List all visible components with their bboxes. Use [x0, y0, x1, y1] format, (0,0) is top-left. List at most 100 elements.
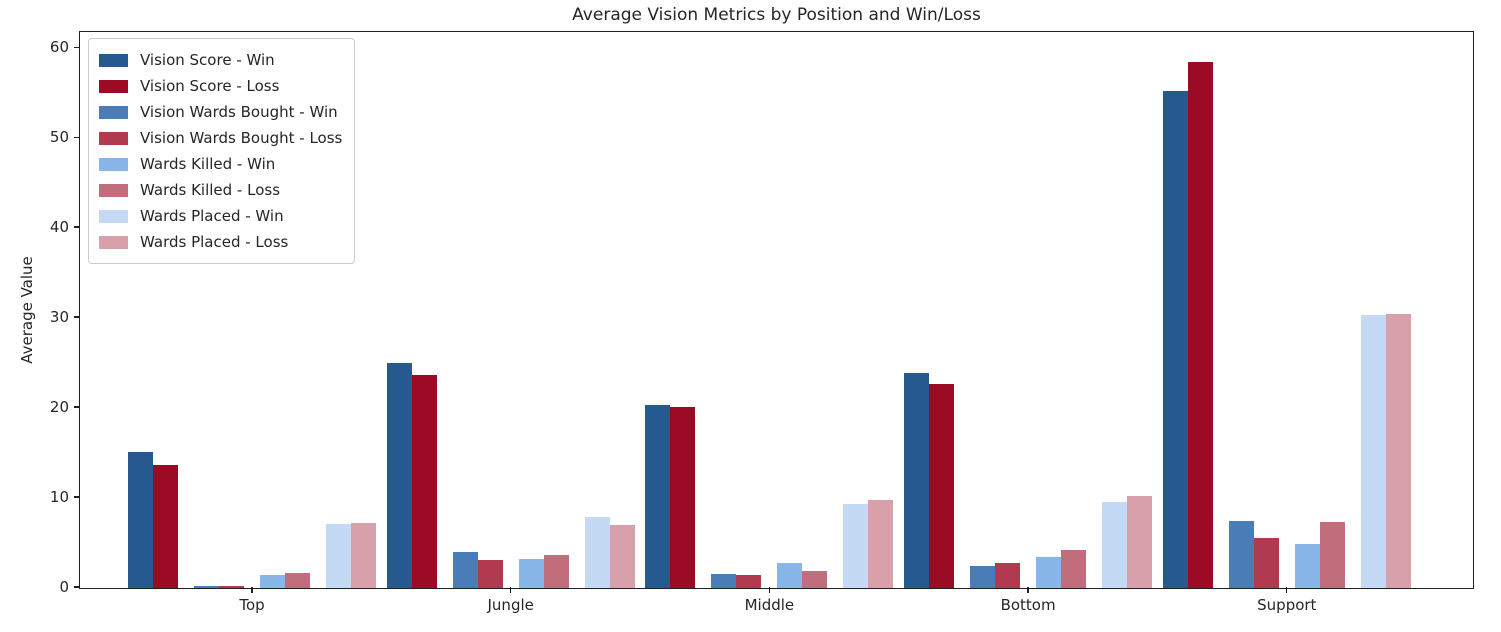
bar-vision-wards-bought-win	[194, 586, 219, 588]
bar-wards-killed-loss	[1319, 522, 1345, 588]
bar-wards-placed-loss	[1385, 313, 1411, 588]
legend-label: Wards Placed - Loss	[140, 233, 289, 251]
legend: Vision Score - Win Vision Score - Loss Vis…	[88, 38, 356, 264]
legend-swatch	[99, 235, 128, 249]
bar-vision-score-win	[1162, 91, 1188, 588]
bar-vision-score-loss	[153, 464, 178, 588]
legend-item: Wards Placed - Win	[99, 203, 342, 229]
legend-label: Wards Killed - Loss	[140, 181, 281, 199]
legend-label: Vision Wards Bought - Win	[140, 103, 338, 121]
y-tick-label: 10	[49, 488, 69, 507]
bar-wards-placed-win	[1360, 314, 1386, 588]
chart-title: Average Vision Metrics by Position and W…	[572, 5, 981, 25]
bar-wards-placed-win	[326, 524, 351, 588]
bar-pair	[386, 363, 437, 588]
bar-pair	[1294, 522, 1345, 588]
bar-vision-wards-bought-loss	[736, 574, 762, 588]
bar-vision-wards-bought-win	[711, 573, 737, 588]
y-tick-label: 20	[49, 398, 69, 417]
bar-vision-score-win	[904, 373, 930, 588]
legend-item: Vision Score - Loss	[99, 73, 342, 99]
legend-item: Wards Killed - Win	[99, 151, 342, 177]
y-tick-mark	[74, 496, 80, 498]
bar-wards-killed-win	[1036, 556, 1062, 588]
bar-wards-killed-win	[260, 574, 285, 588]
bar-wards-placed-loss	[351, 523, 376, 588]
y-tick-mark	[74, 586, 80, 588]
x-tick-label: Top	[239, 596, 265, 614]
bar-pair	[260, 572, 310, 588]
bar-vision-wards-bought-win	[1228, 520, 1254, 588]
bar-group-top	[128, 32, 376, 588]
bar-vision-wards-bought-loss	[995, 562, 1021, 588]
bar-wards-placed-loss	[609, 525, 635, 588]
bar-vision-score-win	[128, 452, 153, 588]
legend-label: Wards Killed - Win	[140, 155, 276, 173]
bar-pair	[1036, 550, 1087, 588]
x-tick-label: Middle	[744, 596, 795, 614]
y-tick-label: 60	[49, 38, 69, 57]
legend-swatch	[99, 183, 128, 197]
bar-group-bottom	[904, 32, 1153, 588]
bar-group-jungle	[386, 32, 635, 588]
x-tick-label: Support	[1257, 596, 1317, 614]
bar-pair	[1162, 61, 1213, 588]
legend-swatch	[99, 157, 128, 171]
bar-wards-placed-loss	[868, 499, 894, 588]
y-tick-label: 50	[49, 128, 69, 147]
y-tick-label: 30	[49, 308, 69, 327]
bar-vision-score-win	[645, 405, 671, 588]
y-tick-label: 0	[59, 578, 69, 596]
bar-pair	[645, 405, 696, 588]
bar-pair	[843, 499, 894, 588]
x-tick-mark	[1027, 587, 1029, 593]
bar-pair	[452, 552, 503, 588]
bar-pair	[904, 373, 955, 588]
bar-wards-placed-win	[843, 504, 869, 588]
bar-vision-wards-bought-win	[970, 565, 996, 588]
bar-group-support	[1162, 32, 1411, 588]
plot-area: 0 10 20 30 40 50 60 Top Jungle Middle Bottom Suppo…	[50, 31, 1474, 614]
bar-vision-wards-bought-loss	[1253, 537, 1279, 588]
legend-item: Vision Wards Bought - Win	[99, 99, 342, 125]
bar-pair	[128, 452, 178, 588]
bar-pair	[777, 562, 828, 588]
legend-label: Vision Wards Bought - Loss	[140, 129, 343, 147]
bar-wards-killed-loss	[1061, 550, 1087, 588]
legend-swatch	[99, 53, 128, 67]
bar-vision-score-win	[386, 363, 412, 588]
bar-wards-killed-win	[1294, 543, 1320, 588]
x-tick-mark	[251, 587, 253, 593]
legend-item: Vision Wards Bought - Loss	[99, 125, 342, 151]
bar-group-middle	[645, 32, 894, 588]
bar-vision-score-loss	[670, 407, 696, 588]
bar-pair	[1360, 313, 1411, 588]
bar-vision-wards-bought-win	[452, 552, 478, 588]
y-tick-mark	[74, 316, 80, 318]
bar-vision-score-loss	[1187, 61, 1213, 588]
y-tick-label: 40	[49, 218, 69, 237]
y-tick-mark	[74, 136, 80, 138]
bar-wards-killed-win	[777, 562, 803, 588]
x-tick-mark	[768, 587, 771, 593]
bar-wards-placed-win	[1102, 501, 1128, 588]
legend-swatch	[99, 209, 128, 223]
legend-label: Wards Placed - Win	[140, 207, 284, 225]
bar-wards-killed-win	[518, 559, 544, 588]
legend-label: Vision Score - Loss	[140, 77, 280, 95]
legend-label: Vision Score - Win	[140, 51, 275, 69]
bar-wards-placed-loss	[1127, 496, 1153, 588]
y-tick-mark	[74, 46, 80, 48]
x-tick-label: Bottom	[1000, 596, 1056, 614]
legend-item: Wards Killed - Loss	[99, 177, 342, 203]
bar-wards-killed-loss	[543, 554, 569, 588]
bar-pair	[1228, 520, 1279, 588]
x-tick-mark	[510, 587, 512, 593]
legend-items: Vision Score - Win Vision Score - Loss Vis…	[99, 47, 342, 255]
bar-vision-score-loss	[929, 383, 955, 588]
bar-pair	[1102, 496, 1153, 588]
bar-pair	[970, 562, 1021, 588]
bar-pair	[194, 586, 244, 588]
bar-pair	[711, 573, 762, 588]
bar-wards-killed-loss	[285, 572, 310, 588]
